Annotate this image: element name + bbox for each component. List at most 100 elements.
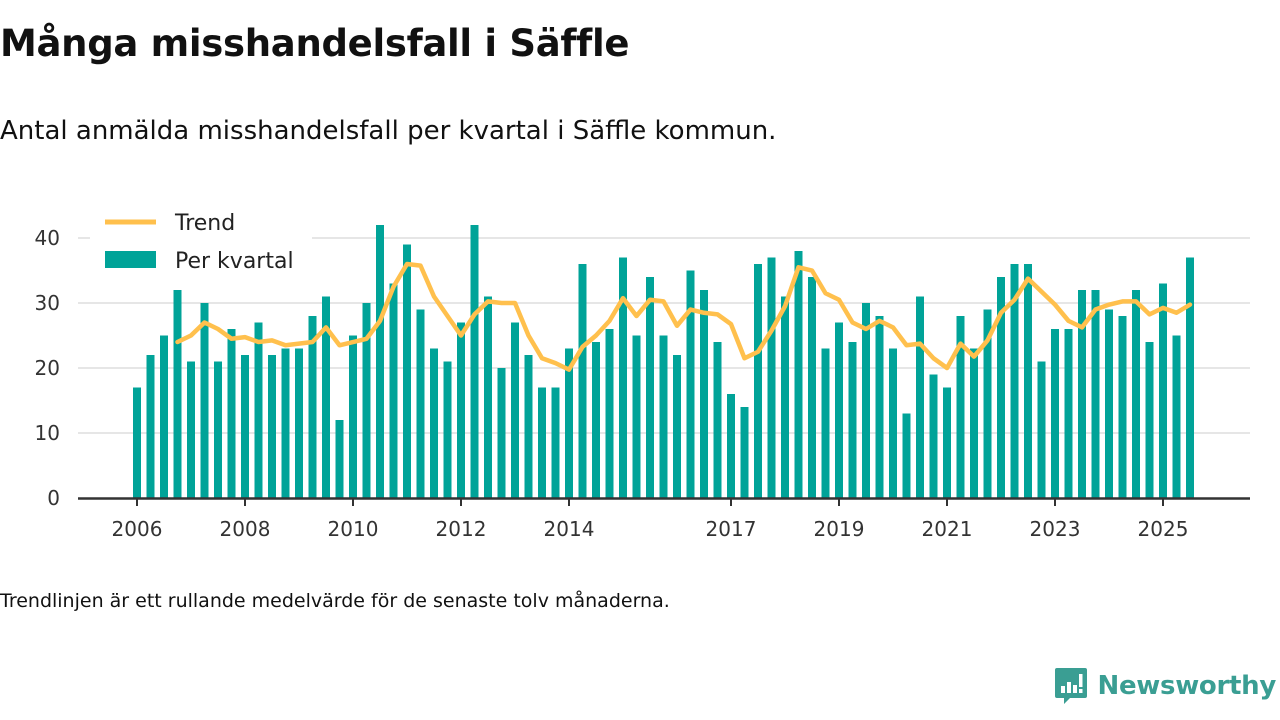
bar <box>551 387 560 498</box>
x-tick-label: 2014 <box>544 517 595 541</box>
bar <box>970 348 978 498</box>
y-tick-label: 40 <box>35 226 60 250</box>
bar <box>173 290 182 498</box>
footnote: Trendlinjen är ett rullande medelvärde f… <box>0 590 670 612</box>
bar <box>997 277 1005 498</box>
bar <box>1186 257 1194 498</box>
bar <box>295 348 303 498</box>
bar <box>929 374 938 498</box>
legend-trend-label: Trend <box>174 211 235 236</box>
bar <box>511 322 519 498</box>
x-tick-label: 2010 <box>328 517 379 541</box>
bar <box>1118 316 1127 498</box>
bar <box>700 290 708 498</box>
bar <box>1010 264 1019 498</box>
bar <box>673 355 681 498</box>
bars <box>133 225 1194 498</box>
bar <box>619 257 627 498</box>
y-tick-label: 10 <box>35 421 60 445</box>
bar <box>943 387 951 498</box>
bar <box>713 342 722 498</box>
bar <box>632 335 641 498</box>
y-tick-label: 0 <box>47 486 60 510</box>
y-axis: 0 10 20 30 40 <box>35 226 60 510</box>
x-tick-label: 2017 <box>706 517 757 541</box>
x-tick-label: 2019 <box>814 517 865 541</box>
bar <box>470 225 479 498</box>
bar <box>754 264 762 498</box>
bar <box>821 348 830 498</box>
x-tick-label: 2012 <box>436 517 487 541</box>
bar <box>1105 309 1113 498</box>
trend-line <box>175 261 1193 372</box>
logo-text: Newsworthy <box>1097 671 1277 701</box>
bar <box>214 361 222 498</box>
bar <box>983 309 992 498</box>
y-tick-label: 30 <box>35 291 60 315</box>
bar <box>443 361 452 498</box>
bar <box>1172 335 1181 498</box>
x-tick-label: 2025 <box>1138 517 1189 541</box>
bar <box>835 322 843 498</box>
bar <box>187 361 195 498</box>
bar <box>322 296 330 498</box>
bar <box>457 322 465 498</box>
bar <box>1078 290 1086 498</box>
x-tick-label: 2006 <box>112 517 163 541</box>
bar <box>524 355 533 498</box>
bar <box>160 335 168 498</box>
bar <box>659 335 668 498</box>
bar <box>781 296 789 498</box>
bar <box>592 342 600 498</box>
bar <box>862 303 870 498</box>
bar <box>349 335 357 498</box>
bar <box>362 303 371 498</box>
bar <box>646 277 654 498</box>
bar <box>227 329 236 498</box>
legend: Trend Per kvartal <box>90 206 312 284</box>
bar <box>133 387 141 498</box>
newsworthy-logo[interactable]: Newsworthy <box>1054 666 1276 706</box>
bar <box>605 329 614 498</box>
bar <box>416 309 425 498</box>
bar <box>538 387 546 498</box>
bar <box>794 251 803 498</box>
bar <box>767 257 776 498</box>
x-axis: 2006 2008 2010 2012 2014 2017 2019 2021 2023 2025 <box>112 498 1189 541</box>
bar <box>727 394 735 498</box>
bar <box>1024 264 1032 498</box>
bar <box>1091 290 1100 498</box>
bar <box>902 413 911 498</box>
bar <box>335 420 344 498</box>
bar <box>308 316 317 498</box>
bar <box>565 348 573 498</box>
bar <box>956 316 965 498</box>
legend-bar-swatch <box>105 251 156 268</box>
bar <box>268 355 276 498</box>
bar <box>686 270 695 498</box>
bar <box>1051 329 1059 498</box>
bar <box>497 368 506 498</box>
bar <box>808 277 816 498</box>
bar <box>916 296 924 498</box>
bar <box>1037 361 1046 498</box>
bar <box>484 296 492 498</box>
bar <box>1159 283 1167 498</box>
bar <box>403 244 411 498</box>
bar <box>875 316 884 498</box>
x-tick-label: 2008 <box>220 517 271 541</box>
bar <box>1132 290 1140 498</box>
bar <box>1145 342 1154 498</box>
bar <box>200 303 209 498</box>
newsworthy-chart-bubble-icon <box>1054 668 1087 704</box>
bar <box>281 348 290 498</box>
bar <box>430 348 438 498</box>
bar <box>241 355 249 498</box>
bar <box>578 264 587 498</box>
bar <box>1064 329 1073 498</box>
x-tick-label: 2021 <box>922 517 973 541</box>
bar <box>376 225 384 498</box>
chart-subtitle: Antal anmälda misshandelsfall per kvarta… <box>0 116 777 146</box>
bar <box>389 283 398 498</box>
